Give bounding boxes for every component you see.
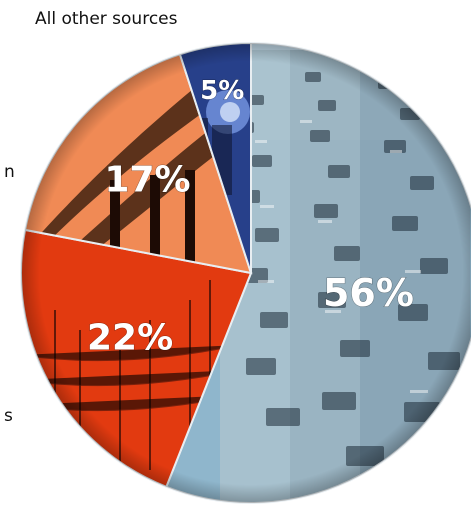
- pie-rim-shading: [21, 43, 471, 503]
- side-label-fragment: n: [4, 162, 15, 182]
- side-label-fragment: s: [4, 406, 13, 426]
- chart-top-label: All other sources: [35, 9, 178, 29]
